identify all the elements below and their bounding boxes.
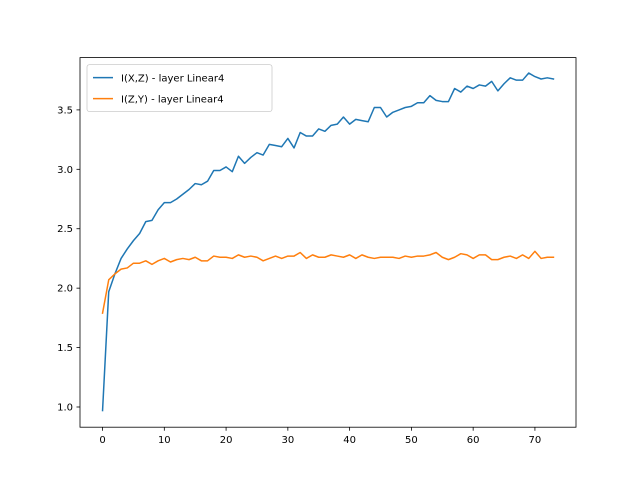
x-tick-label: 30 <box>281 435 294 446</box>
x-tick-label: 40 <box>343 435 356 446</box>
y-tick-label: 3.5 <box>57 105 73 116</box>
series-layer <box>101 72 555 412</box>
series-line-1 <box>101 72 555 412</box>
x-tick-label: 60 <box>467 435 480 446</box>
x-tick-label: 10 <box>158 435 171 446</box>
x-tick-label: 50 <box>405 435 418 446</box>
y-tick-label: 2.5 <box>57 224 73 235</box>
y-axis: 1.0 1.5 2.0 2.5 3.0 3.5 <box>57 105 80 413</box>
legend-box <box>86 64 273 112</box>
axes-frame <box>79 57 577 428</box>
legend-label-2: I(Z,Y) - layer Linear4 <box>121 95 224 106</box>
legend-label-1: I(X,Z) - layer Linear4 <box>121 74 224 85</box>
y-tick-label: 3.0 <box>57 165 73 176</box>
x-tick-label: 20 <box>220 435 233 446</box>
y-tick-label: 1.0 <box>57 402 73 413</box>
y-tick-label: 2.0 <box>57 284 73 295</box>
x-tick-label: 0 <box>99 435 105 446</box>
y-tick-label: 1.5 <box>57 343 73 354</box>
series-line-2 <box>101 250 555 314</box>
x-tick-label: 70 <box>529 435 542 446</box>
x-axis: 0 10 20 30 40 50 60 70 <box>99 427 541 446</box>
legend: I(X,Z) - layer Linear4 I(Z,Y) - layer Lin… <box>86 64 273 112</box>
